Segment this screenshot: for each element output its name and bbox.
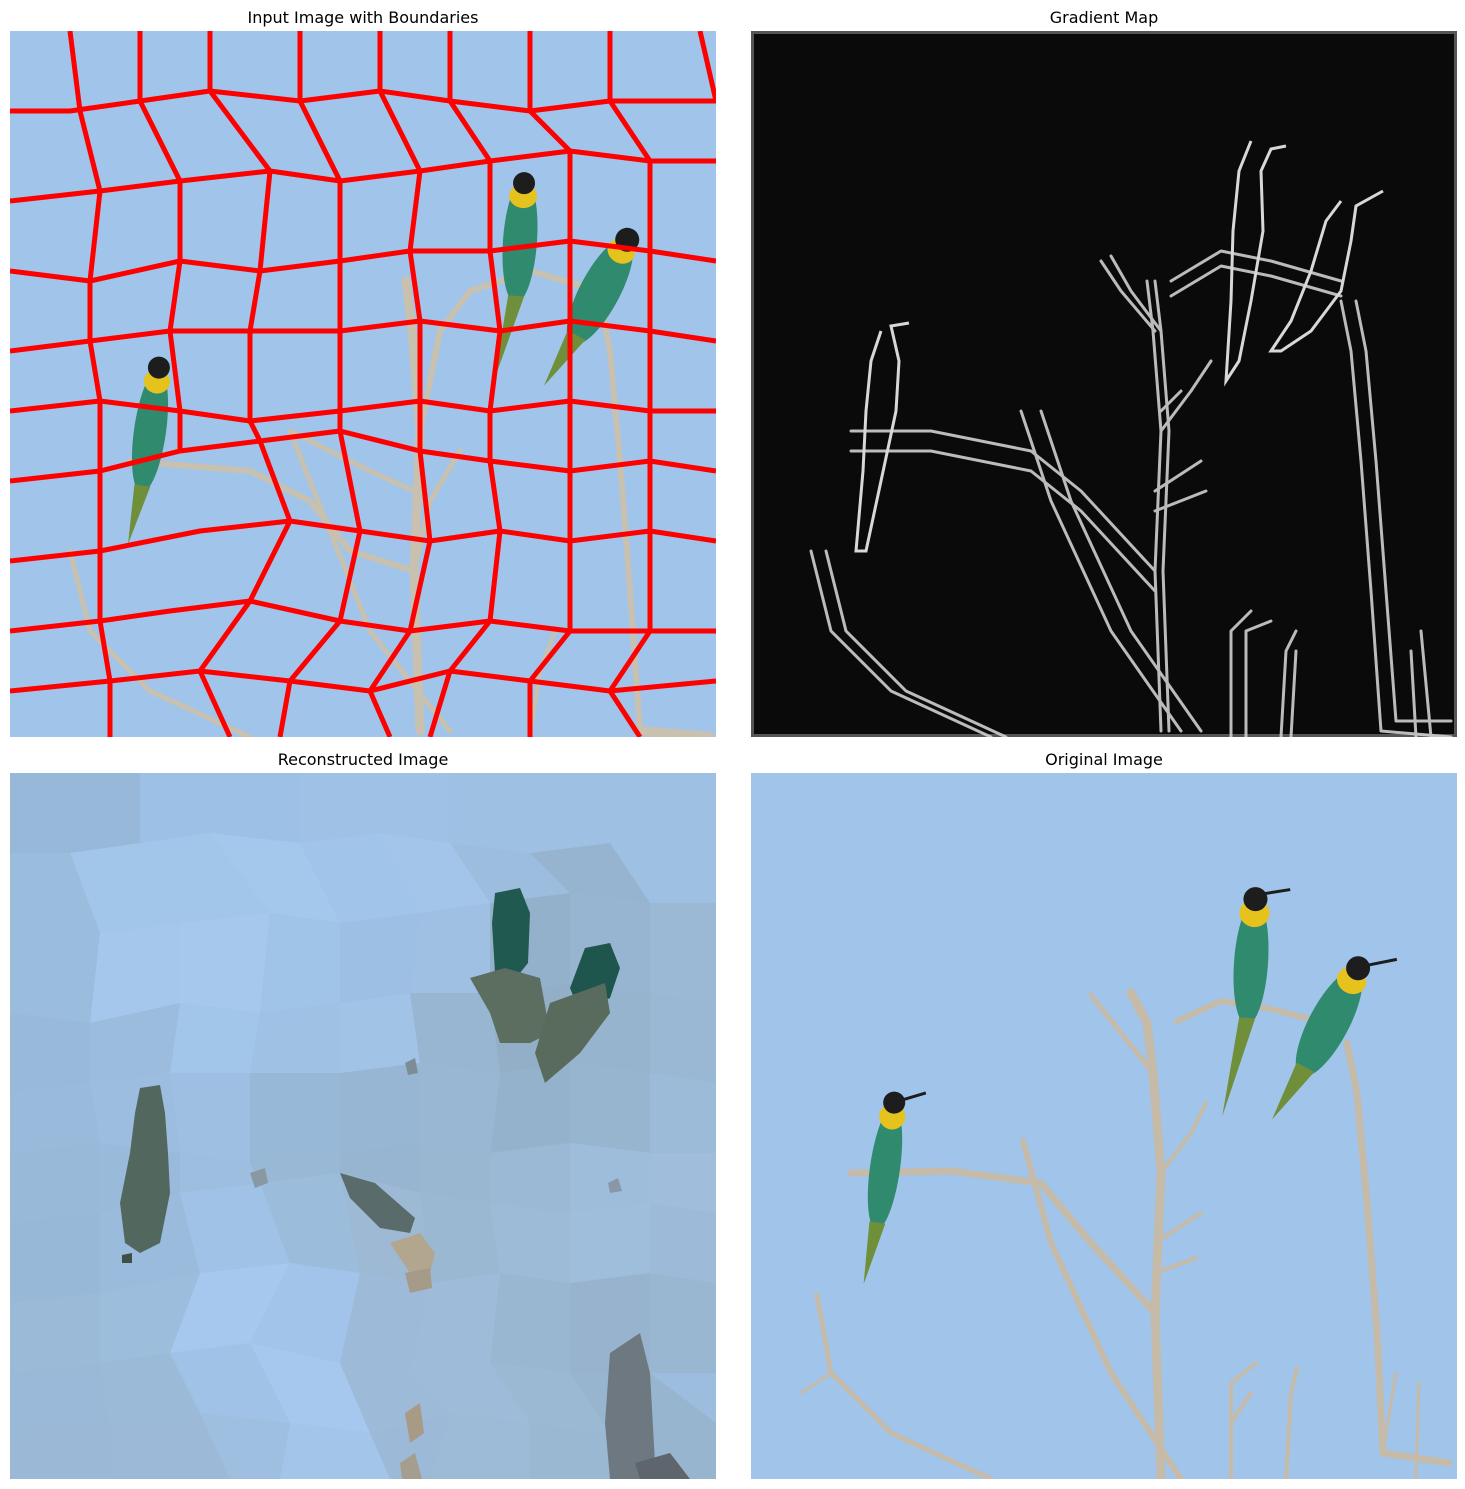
superpixel-boundaries [10,31,716,737]
panel-title-reconstructed: Reconstructed Image [277,750,449,769]
gradient-background [751,31,1457,737]
reconstructed-image-panel [10,773,716,1479]
gradient-map-panel [751,31,1457,737]
panel-title-original: Original Image [1045,750,1163,769]
original-birds [863,887,1398,1285]
original-bird-left [863,1091,927,1285]
original-image-panel [751,773,1457,1479]
reconstructed-image-svg [10,773,716,1479]
original-image-svg [751,773,1457,1479]
panel-title-gradient: Gradient Map [1049,8,1159,27]
gradient-edges [809,249,1453,737]
gradient-bird-outlines [854,140,1384,553]
gradient-map-svg [751,31,1457,737]
original-sky [751,773,1457,1479]
input-image-svg [10,31,716,737]
reconstructed-bird-regions [120,888,690,1479]
original-bird-right [1272,956,1398,1120]
input-image-panel [10,31,716,737]
original-bird-middle [1222,887,1291,1117]
panel-title-input: Input Image with Boundaries [247,8,479,27]
gradient-frame [751,31,1457,737]
